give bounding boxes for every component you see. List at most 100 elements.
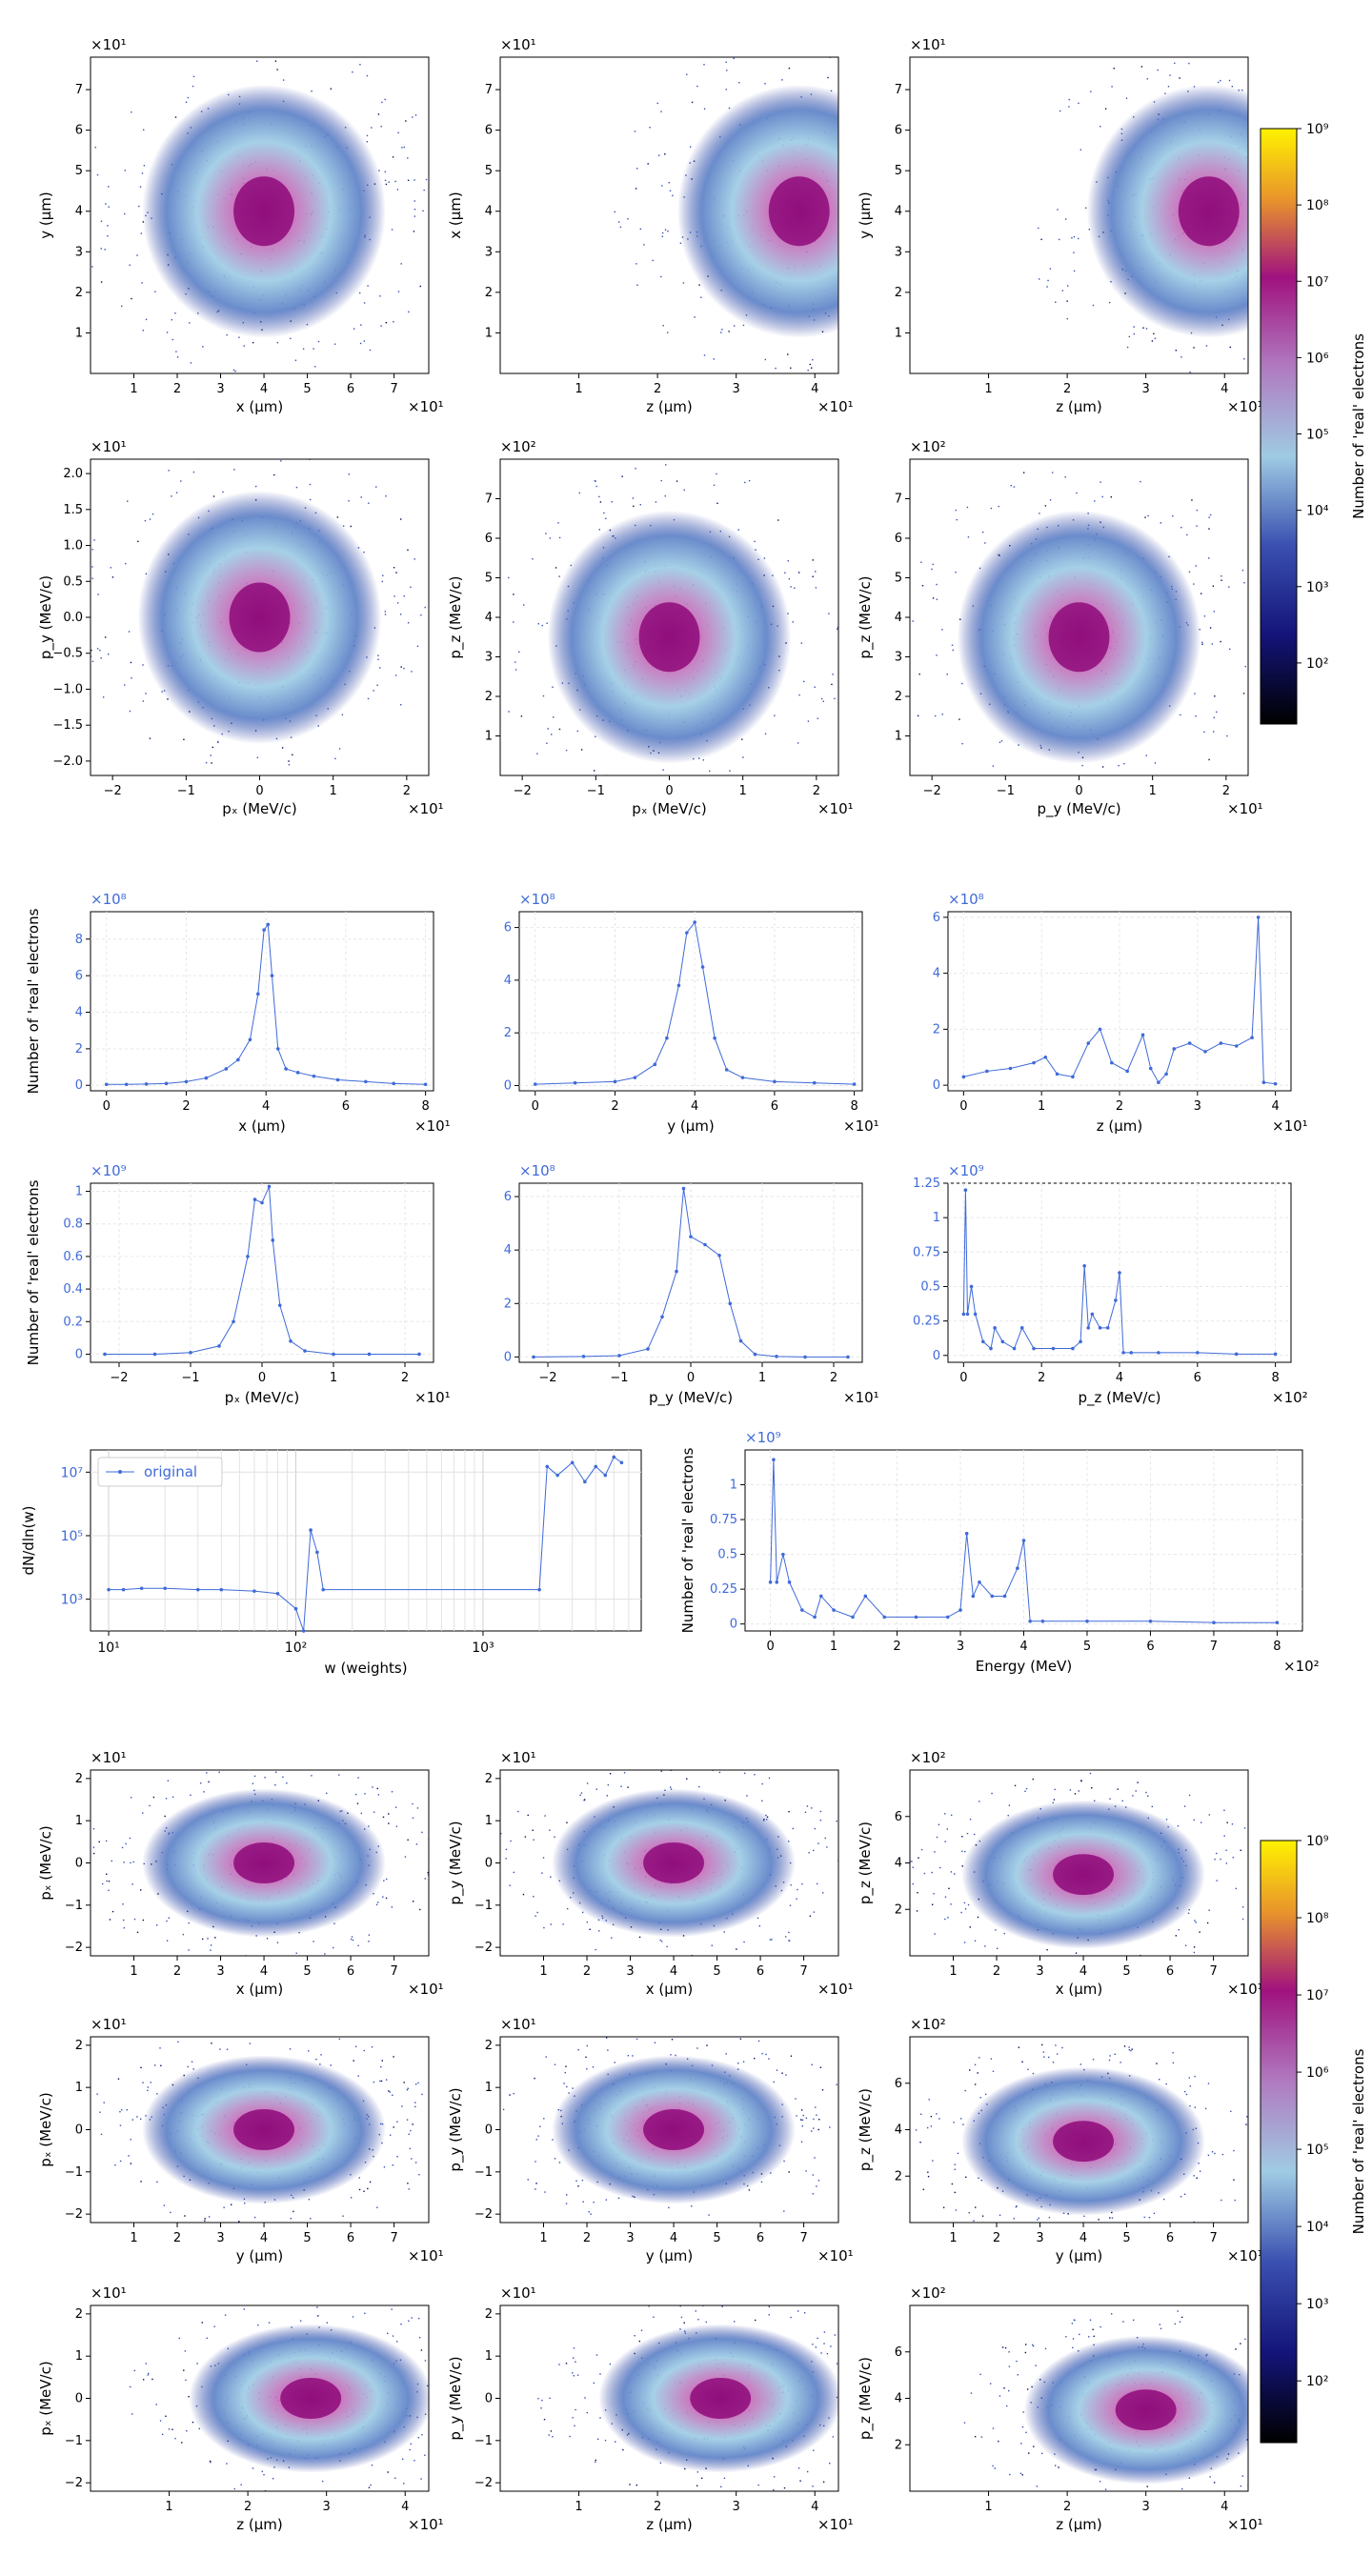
scatter-point — [843, 2168, 844, 2169]
scatter-point — [1024, 1791, 1025, 1792]
scatter-point — [122, 1903, 123, 1904]
scatter-point — [704, 354, 705, 355]
scatter-point — [311, 455, 312, 456]
scatter-point — [382, 581, 383, 582]
scatter-point — [801, 642, 802, 643]
scatter-point — [286, 45, 287, 46]
scatter-point — [955, 2169, 956, 2170]
scatter-point — [816, 587, 817, 588]
scatter-point — [118, 2078, 119, 2079]
scatter-point — [789, 2171, 790, 2172]
data-point — [1141, 1033, 1145, 1036]
scatter-point — [474, 2394, 475, 2395]
data-point — [260, 1201, 264, 1205]
data-point — [1157, 1080, 1160, 1084]
scatter-point — [758, 788, 759, 789]
x-tick-label: 1 — [130, 2231, 137, 2245]
scatter-point — [620, 1786, 621, 1787]
scatter-point — [1080, 149, 1081, 150]
scatter-point — [807, 370, 808, 371]
scatter-point — [1011, 485, 1012, 486]
scatter-point — [774, 715, 775, 716]
scatter-point — [411, 2444, 412, 2445]
scatter-point — [509, 2094, 510, 2095]
scatter-point — [811, 1807, 812, 1808]
data-point — [262, 928, 266, 932]
scatter-point — [408, 622, 409, 623]
scatter-point — [696, 2047, 697, 2048]
y-tick-label: −2 — [474, 1941, 493, 1955]
scatter-point — [1061, 2047, 1062, 2048]
scatter-point — [1172, 2052, 1173, 2053]
data-point — [1041, 1620, 1045, 1623]
scatter-point — [267, 1938, 268, 1939]
scatter-point — [394, 2478, 395, 2479]
scatter-point — [440, 655, 441, 656]
scatter-point — [821, 698, 822, 699]
scatter-point — [1073, 2338, 1074, 2339]
y-tick-label: 6 — [895, 124, 902, 138]
scatter-point — [392, 229, 393, 230]
scatter-point — [956, 2209, 957, 2210]
scatter-point — [392, 1791, 393, 1792]
scatter-point — [1243, 582, 1244, 583]
scatter-point — [451, 2451, 452, 2452]
scatter-point — [848, 2097, 849, 2098]
scatter-point — [1009, 1805, 1010, 1806]
data-point — [993, 1326, 997, 1330]
scatter-point — [138, 206, 139, 207]
scatter-point — [291, 2218, 292, 2219]
scatter-point — [962, 2123, 963, 2124]
scatter-point — [418, 2174, 419, 2175]
scatter-point — [955, 2163, 956, 2164]
data-point — [268, 1185, 272, 1189]
scatter-point — [506, 1849, 507, 1850]
scatter-point — [244, 2308, 245, 2309]
scatter-point — [1222, 2154, 1223, 2155]
scatter-point — [108, 1890, 109, 1891]
scatter-point — [108, 186, 109, 187]
scatter-point — [1317, 149, 1318, 150]
scatter-point — [114, 2164, 115, 2165]
scatter-point — [1129, 336, 1130, 337]
scatter-point — [204, 2218, 205, 2219]
y-tick-label: 6 — [895, 532, 902, 546]
scatter-point — [177, 2042, 178, 2043]
scatter-point — [1123, 1961, 1124, 1962]
scatter-point — [1170, 2224, 1171, 2225]
scatter-point — [783, 2210, 784, 2211]
scatter-point — [272, 2478, 273, 2479]
data-point — [276, 1047, 280, 1051]
scatter-point — [734, 325, 735, 326]
scatter-point — [1076, 1952, 1077, 1953]
scatter-point — [1030, 798, 1031, 799]
y-axis-label: y (μm) — [857, 191, 874, 239]
scatter-point — [1339, 163, 1340, 164]
density-peak — [1049, 602, 1110, 672]
scatter-point — [788, 560, 789, 561]
scatter-point — [131, 2413, 132, 2414]
x-tick-label: 1 — [575, 382, 582, 396]
scatter-point — [1366, 169, 1367, 170]
scatter-point — [258, 2033, 259, 2034]
scatter-point — [1292, 98, 1293, 99]
scatter-point — [788, 1940, 789, 1941]
scatter-point — [363, 2190, 364, 2191]
scatter-point — [822, 2089, 823, 2090]
density-peak — [233, 2109, 294, 2150]
scatter-point — [546, 623, 547, 624]
scatter-point — [598, 496, 599, 497]
scatter-point — [1184, 2091, 1185, 2092]
scatter-point — [954, 1873, 955, 1874]
scatter-point — [410, 587, 411, 588]
data-point — [545, 1465, 549, 1469]
scatter-point — [437, 1865, 438, 1866]
y-tick-label: −1 — [65, 2165, 83, 2180]
x-tick-label: 4 — [260, 1964, 268, 1979]
x-tick-label: 1 — [130, 1964, 137, 1979]
scatter-point — [544, 1815, 545, 1816]
x-axis-label: p_y (MeV/c) — [1037, 800, 1120, 818]
